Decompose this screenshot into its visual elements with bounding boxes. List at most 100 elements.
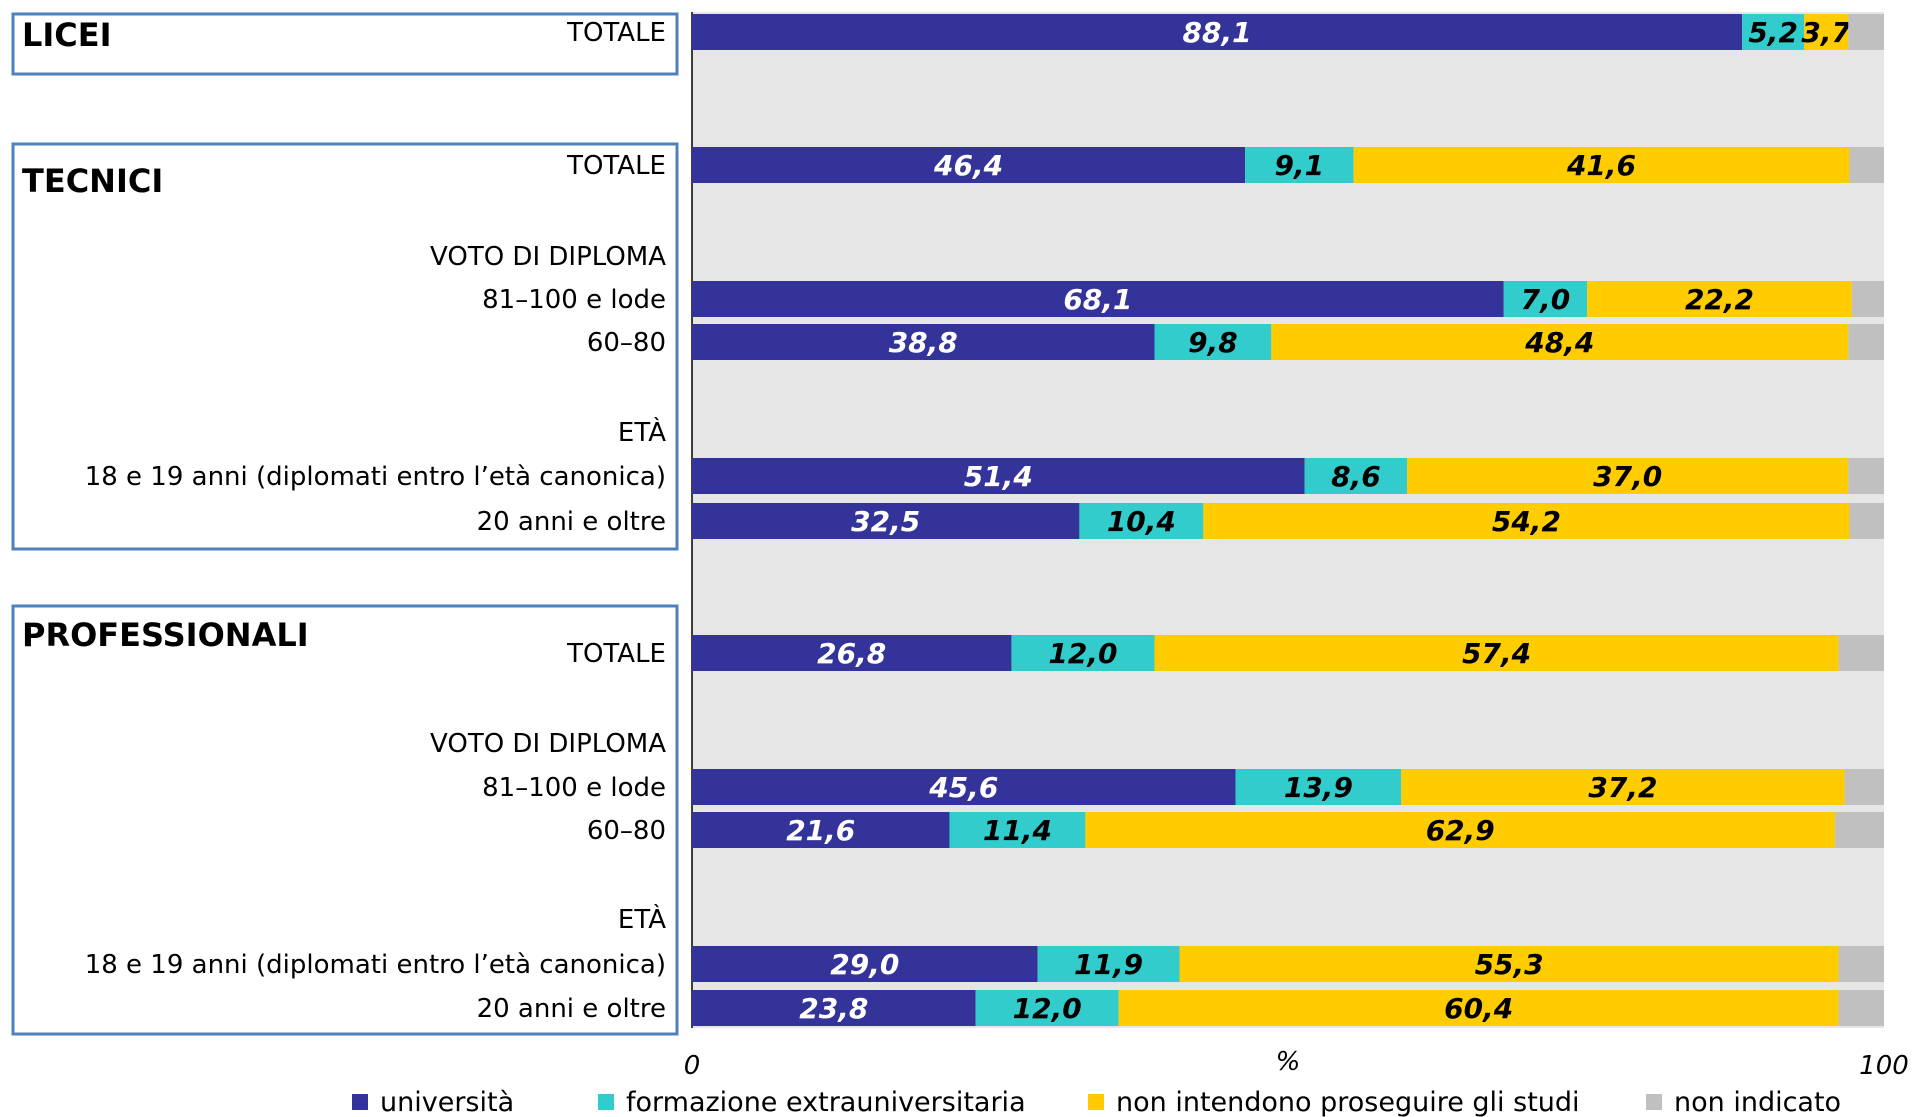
group-title: LICEI xyxy=(22,16,112,54)
bar-segment xyxy=(1804,14,1849,50)
bar-segment xyxy=(1085,812,1836,848)
row-label: 81–100 e lode xyxy=(482,285,666,315)
bar-segment xyxy=(692,990,976,1026)
row-label: 81–100 e lode xyxy=(482,773,666,803)
bar-segment xyxy=(1203,503,1850,539)
section-header-label: VOTO DI DIPLOMA xyxy=(430,242,666,272)
data-label: 32,5 xyxy=(851,505,920,538)
bar-segment xyxy=(692,324,1155,360)
bar-segment xyxy=(1154,324,1272,360)
bar-segment xyxy=(1235,769,1402,805)
data-label: 88,1 xyxy=(1183,16,1252,49)
data-label: 45,6 xyxy=(928,771,998,804)
data-label: 5,2 xyxy=(1748,16,1798,49)
legend-swatch xyxy=(598,1094,614,1110)
data-label: 37,0 xyxy=(1593,460,1662,493)
bar-segment xyxy=(692,769,1236,805)
x-tick-label: 100 xyxy=(1859,1051,1909,1081)
data-label: 46,4 xyxy=(933,149,1003,182)
x-axis-label: % xyxy=(1276,1047,1301,1077)
row-label: TOTALE xyxy=(566,639,666,669)
data-label: 62,9 xyxy=(1426,814,1495,847)
group-box xyxy=(11,142,679,551)
x-tick-label: 0 xyxy=(684,1051,701,1081)
data-label: 37,2 xyxy=(1588,771,1657,804)
bar-segment xyxy=(1304,458,1408,494)
section-header-label: ETÀ xyxy=(618,416,666,448)
group-title: TECNICI xyxy=(22,162,163,200)
bar-segment xyxy=(1851,281,1884,317)
legend-swatch xyxy=(1646,1094,1662,1110)
data-label: 26,8 xyxy=(817,637,886,670)
group-title: PROFESSIONALI xyxy=(22,616,309,654)
bar-segment xyxy=(1353,147,1850,183)
legend-swatch xyxy=(1088,1094,1104,1110)
bar-segment xyxy=(1587,281,1852,317)
data-label: 22,2 xyxy=(1685,283,1754,316)
data-label: 11,9 xyxy=(1074,948,1143,981)
row-label: TOTALE xyxy=(566,18,666,48)
bar-segment xyxy=(692,503,1080,539)
bar-segment xyxy=(1154,635,1839,671)
data-label: 3,7 xyxy=(1801,16,1851,49)
bar-segment xyxy=(692,946,1038,982)
bar-segment xyxy=(1849,147,1884,183)
bar-segment xyxy=(1849,503,1884,539)
bar-segment xyxy=(1835,812,1884,848)
bar-segment xyxy=(1838,946,1884,982)
data-label: 9,8 xyxy=(1188,326,1238,359)
row-label: 18 e 19 anni (diplomati entro l’età cano… xyxy=(85,462,666,492)
data-label: 12,0 xyxy=(1013,992,1082,1025)
bar-segment xyxy=(692,458,1305,494)
bar-segment xyxy=(1245,147,1354,183)
bar-segment xyxy=(692,812,950,848)
bar-segment xyxy=(1179,946,1839,982)
data-label: 54,2 xyxy=(1492,505,1561,538)
data-label: 29,0 xyxy=(830,948,899,981)
data-label: 55,3 xyxy=(1475,948,1544,981)
row-label: 60–80 xyxy=(587,328,666,358)
data-label: 9,1 xyxy=(1275,149,1325,182)
group-box xyxy=(11,604,679,1036)
data-label: 10,4 xyxy=(1107,505,1176,538)
bar-segment xyxy=(1503,281,1588,317)
legend-label: formazione extrauniversitaria xyxy=(626,1087,1026,1117)
bar-segment xyxy=(1838,990,1884,1026)
section-header-label: VOTO DI DIPLOMA xyxy=(430,729,666,759)
bar-segment xyxy=(1844,769,1884,805)
data-label: 48,4 xyxy=(1524,326,1594,359)
data-label: 41,6 xyxy=(1566,149,1636,182)
bar-segment xyxy=(1079,503,1204,539)
bar-segment xyxy=(1037,946,1180,982)
bar-segment xyxy=(692,14,1743,50)
data-label: 8,6 xyxy=(1331,460,1381,493)
section-header-label: ETÀ xyxy=(618,903,666,935)
legend-label: non intendono proseguire gli studi xyxy=(1116,1087,1580,1117)
row-label: 20 anni e oltre xyxy=(477,507,666,537)
data-label: 21,6 xyxy=(786,814,855,847)
bar-segment xyxy=(1407,458,1849,494)
bar-segment xyxy=(949,812,1086,848)
data-label: 13,9 xyxy=(1284,771,1353,804)
data-label: 51,4 xyxy=(964,460,1033,493)
row-label: TOTALE xyxy=(566,151,666,181)
bar-segment xyxy=(1848,458,1884,494)
bar-segment xyxy=(1401,769,1845,805)
bar-segment xyxy=(1848,324,1884,360)
bar-segment xyxy=(692,635,1012,671)
row-label: 18 e 19 anni (diplomati entro l’età cano… xyxy=(85,950,666,980)
bar-segment xyxy=(1011,635,1155,671)
bar-segment xyxy=(692,281,1504,317)
data-label: 11,4 xyxy=(983,814,1052,847)
bar-segment xyxy=(692,147,1246,183)
legend-label: non indicato xyxy=(1674,1087,1841,1117)
data-label: 23,8 xyxy=(799,992,868,1025)
bar-segment xyxy=(1271,324,1849,360)
data-label: 57,4 xyxy=(1462,637,1531,670)
bar-segment xyxy=(1848,14,1884,50)
data-label: 60,4 xyxy=(1444,992,1513,1025)
group-box xyxy=(11,12,679,76)
data-label: 7,0 xyxy=(1521,283,1571,316)
row-label: 60–80 xyxy=(587,816,666,846)
